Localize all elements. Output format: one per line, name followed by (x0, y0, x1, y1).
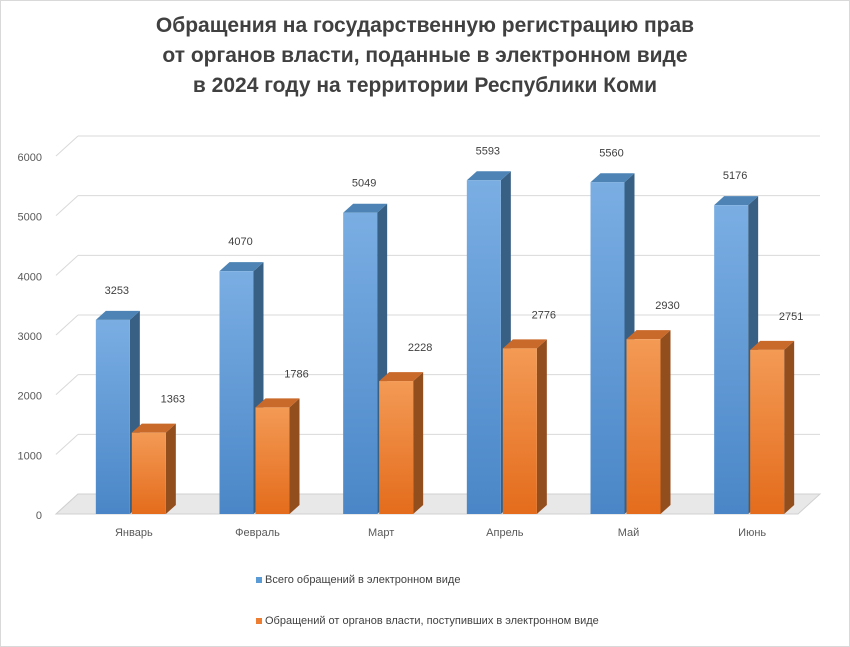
bar-top (502, 339, 547, 349)
legend-swatch-total (256, 577, 262, 583)
data-label: 1363 (161, 394, 185, 406)
bar-side (165, 423, 176, 514)
bar (343, 212, 378, 515)
gridline-side (55, 314, 79, 336)
gridline-side (55, 254, 79, 276)
bar-side (289, 398, 300, 514)
data-label: 2228 (408, 342, 432, 354)
gridline-side (55, 135, 79, 157)
bar-top (379, 372, 424, 382)
bar (219, 271, 254, 514)
gridline-side (55, 374, 79, 396)
y-tick-label: 0 (36, 510, 42, 522)
bar-top (714, 196, 759, 206)
chart-title-line-1: Обращения на государственную регистрацию… (155, 14, 695, 37)
y-tick-label: 5000 (18, 212, 42, 224)
data-label: 3253 (105, 285, 129, 297)
bar (466, 180, 501, 514)
gridline-side (55, 433, 79, 455)
x-tick-label: Январь (115, 527, 153, 539)
y-tick-label: 6000 (18, 152, 42, 164)
y-tick-label: 4000 (18, 271, 42, 283)
bar-top (626, 330, 671, 340)
legend-item-total: Всего обращений в электронном виде (256, 574, 460, 586)
data-label: 5176 (723, 170, 747, 182)
data-label: 2930 (655, 300, 679, 312)
data-label: 2751 (779, 311, 803, 323)
legend-swatch-authorities (256, 618, 262, 624)
chart-title-line-3: в 2024 году на территории Республики Ком… (192, 74, 658, 97)
y-tick-label: 2000 (18, 391, 42, 403)
bar (626, 339, 661, 514)
bar (502, 348, 537, 514)
data-label: 5560 (599, 147, 623, 159)
bar-top (95, 310, 140, 320)
bar-top (255, 398, 300, 408)
legend-label-total: Всего обращений в электронном виде (265, 574, 461, 586)
bar-top (750, 340, 795, 350)
x-tick-label: Февраль (235, 527, 280, 539)
bar (131, 432, 166, 514)
x-tick-label: Июнь (738, 527, 766, 539)
bar (379, 381, 414, 514)
bar-side (784, 340, 795, 514)
legend-label-authorities: Обращений от органов власти, поступивших… (265, 615, 599, 627)
bar-top (466, 171, 511, 181)
data-label: 5049 (352, 178, 376, 190)
x-tick-label: Апрель (486, 527, 524, 539)
chart-title: Обращения на государственную регистрацию… (0, 11, 850, 101)
legend-item-authorities: Обращений от органов власти, поступивших… (256, 615, 599, 627)
bar-side (413, 372, 424, 514)
chart-title-line-2: от органов власти, поданные в электронно… (162, 44, 688, 67)
bar-top (219, 262, 264, 272)
data-label: 1786 (284, 368, 308, 380)
y-tick-label: 3000 (18, 331, 42, 343)
bar (95, 319, 130, 514)
bar (714, 205, 749, 514)
bar-top (131, 423, 176, 433)
bar (255, 407, 290, 514)
bar-top (343, 203, 388, 213)
bar-side (536, 339, 547, 514)
x-tick-label: Май (618, 527, 640, 539)
data-label: 2776 (532, 309, 556, 321)
x-tick-label: Март (368, 527, 394, 539)
gridline-side (55, 195, 79, 217)
y-tick-label: 1000 (18, 450, 42, 462)
bar (590, 182, 625, 514)
data-label: 4070 (228, 236, 252, 248)
bar (750, 349, 785, 514)
data-label: 5593 (476, 145, 500, 157)
bar-side (660, 330, 671, 514)
bar-top (590, 173, 635, 183)
